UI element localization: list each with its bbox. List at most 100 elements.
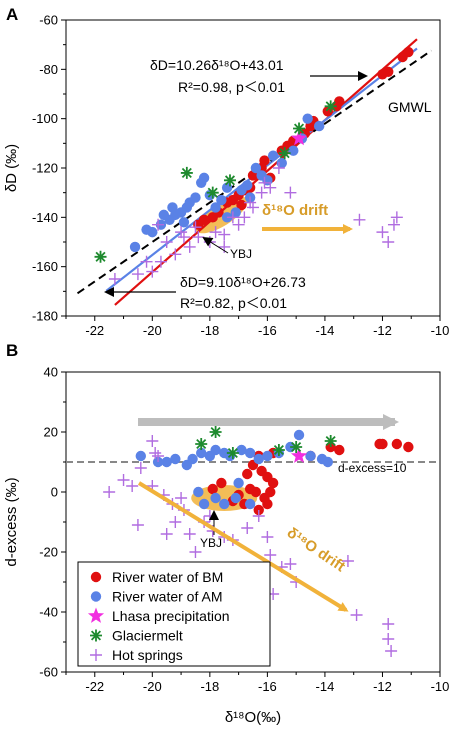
legend-marker-3 bbox=[90, 629, 102, 642]
hot-springs-point bbox=[382, 633, 395, 645]
hot-springs-point bbox=[284, 186, 297, 199]
river-water-of-am-point bbox=[178, 217, 190, 228]
legend-marker-1 bbox=[90, 591, 102, 602]
y-tick-label-a: -100 bbox=[32, 111, 58, 126]
y-tick-label-b: -60 bbox=[39, 665, 58, 680]
ybj-pointer-a bbox=[202, 236, 229, 254]
x-tick-label-a: -10 bbox=[431, 323, 450, 338]
hot-springs-point bbox=[117, 474, 130, 486]
hot-springs-point bbox=[126, 480, 139, 492]
river-water-of-am-point bbox=[244, 498, 256, 510]
hot-springs-point bbox=[169, 248, 182, 261]
lhasa-precipitation-point bbox=[290, 447, 308, 463]
hot-springs-point bbox=[264, 549, 277, 561]
hot-springs-point bbox=[189, 221, 202, 234]
hot-springs-point bbox=[390, 211, 403, 224]
river-water-of-am-point bbox=[242, 180, 253, 191]
hot-springs-point bbox=[175, 226, 188, 239]
hot-springs-point bbox=[160, 528, 173, 540]
hot-springs-point bbox=[232, 218, 245, 231]
x-tick-label-b: -18 bbox=[200, 679, 219, 694]
river-water-of-bm-point bbox=[334, 444, 345, 456]
hot-springs-point bbox=[272, 162, 285, 174]
y-tick-label-b: 40 bbox=[44, 365, 58, 380]
river-water-of-am-point bbox=[288, 145, 299, 156]
river-water-of-bm-point bbox=[267, 477, 279, 489]
river-water-of-am-point bbox=[216, 194, 227, 206]
river-water-of-am-point bbox=[293, 429, 305, 441]
y-tick-label-b: 20 bbox=[44, 425, 58, 440]
lhasa-precipitation-point bbox=[290, 129, 308, 146]
river-water-of-bm-point bbox=[207, 483, 218, 495]
river-water-of-am-point bbox=[244, 447, 256, 459]
river-water-of-am-point bbox=[230, 492, 241, 504]
hot-springs-point bbox=[131, 268, 144, 281]
river-water-of-am-point bbox=[236, 444, 247, 456]
legend-label-0: River water of BM bbox=[112, 569, 223, 585]
hot-springs-point bbox=[376, 226, 389, 239]
y-axis-label-a: δD (‰) bbox=[3, 144, 20, 192]
river-water-of-am-point bbox=[210, 492, 221, 504]
river-water-of-am-point bbox=[167, 202, 178, 213]
river-water-of-bm-point bbox=[244, 483, 256, 495]
hot-springs-point bbox=[189, 546, 202, 558]
drift-label-b: δ¹⁸O drift bbox=[284, 524, 348, 575]
river-water-of-am-point bbox=[313, 120, 325, 132]
hot-springs-point bbox=[169, 516, 182, 528]
hot-springs-point bbox=[241, 522, 254, 534]
glaciermelt-point bbox=[226, 447, 239, 459]
hot-springs-point bbox=[177, 231, 190, 244]
river-water-of-bm-point bbox=[216, 477, 227, 489]
legend-marker-0 bbox=[90, 571, 102, 583]
hot-springs-point bbox=[255, 186, 268, 199]
glaciermelt-point bbox=[278, 147, 291, 160]
river-water-of-bm-point bbox=[265, 486, 276, 498]
hot-springs-point bbox=[134, 462, 147, 474]
drift-arrow-b bbox=[137, 481, 349, 612]
hot-springs-point bbox=[149, 447, 162, 459]
legend: River water of BM River water of AM Lhasa … bbox=[77, 561, 271, 667]
equation-bm: δD=10.26δ¹⁸O+43.01 bbox=[150, 57, 284, 73]
y-tick-label-a: -160 bbox=[32, 259, 58, 274]
river-water-of-am-point bbox=[187, 453, 198, 465]
hot-springs-point bbox=[218, 228, 231, 241]
river-water-of-am-point bbox=[198, 172, 210, 184]
hot-springs-point bbox=[247, 201, 259, 214]
glaciermelt-point bbox=[94, 250, 107, 263]
y-tick-label-a: -180 bbox=[32, 309, 58, 324]
x-tick-label-b: -14 bbox=[316, 679, 335, 694]
x-tick-label-a: -20 bbox=[143, 323, 162, 338]
y-tick-label-b: 0 bbox=[51, 485, 58, 500]
legend-label-4: Hot springs bbox=[112, 647, 183, 663]
glaciermelt-point bbox=[209, 426, 222, 438]
river-water-of-am-point bbox=[322, 456, 333, 468]
hot-springs-point bbox=[382, 618, 395, 630]
hot-springs-point bbox=[103, 486, 116, 498]
hot-springs-point bbox=[382, 236, 395, 248]
glaciermelt-point bbox=[223, 174, 236, 187]
y-tick-label-a: -60 bbox=[39, 13, 58, 28]
x-tick-label-b: -16 bbox=[258, 679, 277, 694]
glaciermelt-point bbox=[293, 122, 306, 135]
legend-marker-4 bbox=[90, 649, 102, 661]
hot-springs-point bbox=[252, 510, 265, 522]
hot-springs-point bbox=[353, 213, 366, 226]
y-tick-label-a: -140 bbox=[32, 210, 58, 225]
r2-am: R²=0.82, p＜0.01 bbox=[180, 295, 287, 311]
hot-springs-point bbox=[387, 218, 400, 231]
x-axis-label-b: δ¹⁸O(‰) bbox=[225, 709, 281, 726]
river-water-of-am-point bbox=[135, 450, 146, 462]
hot-springs-point bbox=[160, 236, 173, 248]
y-axis-label-b: d-excess (‰) bbox=[3, 477, 20, 566]
river-water-of-am-point bbox=[276, 157, 287, 169]
hot-springs-point bbox=[175, 492, 188, 504]
river-water-of-am-point bbox=[198, 498, 210, 510]
legend-label-1: River water of AM bbox=[112, 589, 222, 605]
hot-springs-point bbox=[264, 181, 277, 194]
glaciermelt-point bbox=[206, 186, 219, 199]
river-water-of-bm-point bbox=[242, 468, 253, 480]
hot-springs-point bbox=[146, 435, 159, 447]
glaciermelt-point bbox=[290, 441, 303, 453]
river-water-of-am-point bbox=[262, 450, 273, 462]
